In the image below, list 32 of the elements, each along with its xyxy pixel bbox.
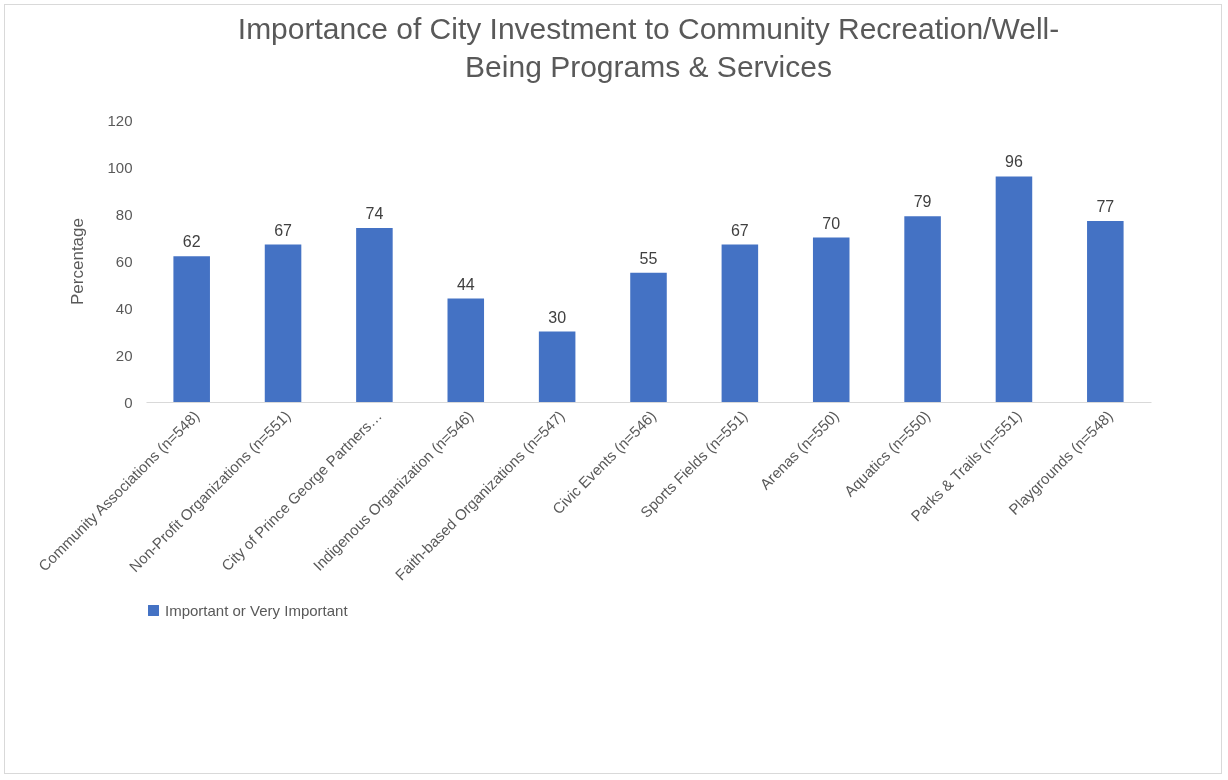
data-label: 70 xyxy=(822,214,841,232)
y-tick-label: 80 xyxy=(115,205,133,223)
y-tick-label: 60 xyxy=(115,252,133,270)
bar xyxy=(538,331,576,402)
legend-label: Important or Very Important xyxy=(165,601,349,619)
data-label: 77 xyxy=(1096,198,1115,216)
bar xyxy=(173,256,210,402)
y-axis-title: Percentage xyxy=(68,218,88,305)
bar xyxy=(721,244,759,402)
chart-title: Importance of City Investment to Community Recreation/Well-Being Programs & Services xyxy=(237,12,1060,83)
y-tick-label: 0 xyxy=(124,393,133,411)
bar xyxy=(904,216,941,402)
bar xyxy=(995,176,1033,402)
y-tick-label: 20 xyxy=(115,346,133,364)
data-label: 44 xyxy=(456,275,475,293)
data-label: 96 xyxy=(1005,153,1023,171)
y-tick-label: 40 xyxy=(115,299,133,317)
bar xyxy=(356,228,393,402)
bar xyxy=(812,237,850,402)
y-tick-label: 120 xyxy=(107,111,133,129)
bar xyxy=(264,244,302,402)
y-tick-label: 100 xyxy=(107,158,133,176)
data-label: 30 xyxy=(548,308,567,326)
data-label: 67 xyxy=(730,221,749,239)
data-label: 74 xyxy=(365,205,384,223)
data-label: 55 xyxy=(639,249,658,267)
data-label: 79 xyxy=(913,193,932,211)
data-label: 62 xyxy=(182,233,201,251)
bar xyxy=(447,298,485,402)
data-label: 67 xyxy=(274,221,293,239)
bar xyxy=(1087,221,1124,402)
bar xyxy=(630,272,667,402)
